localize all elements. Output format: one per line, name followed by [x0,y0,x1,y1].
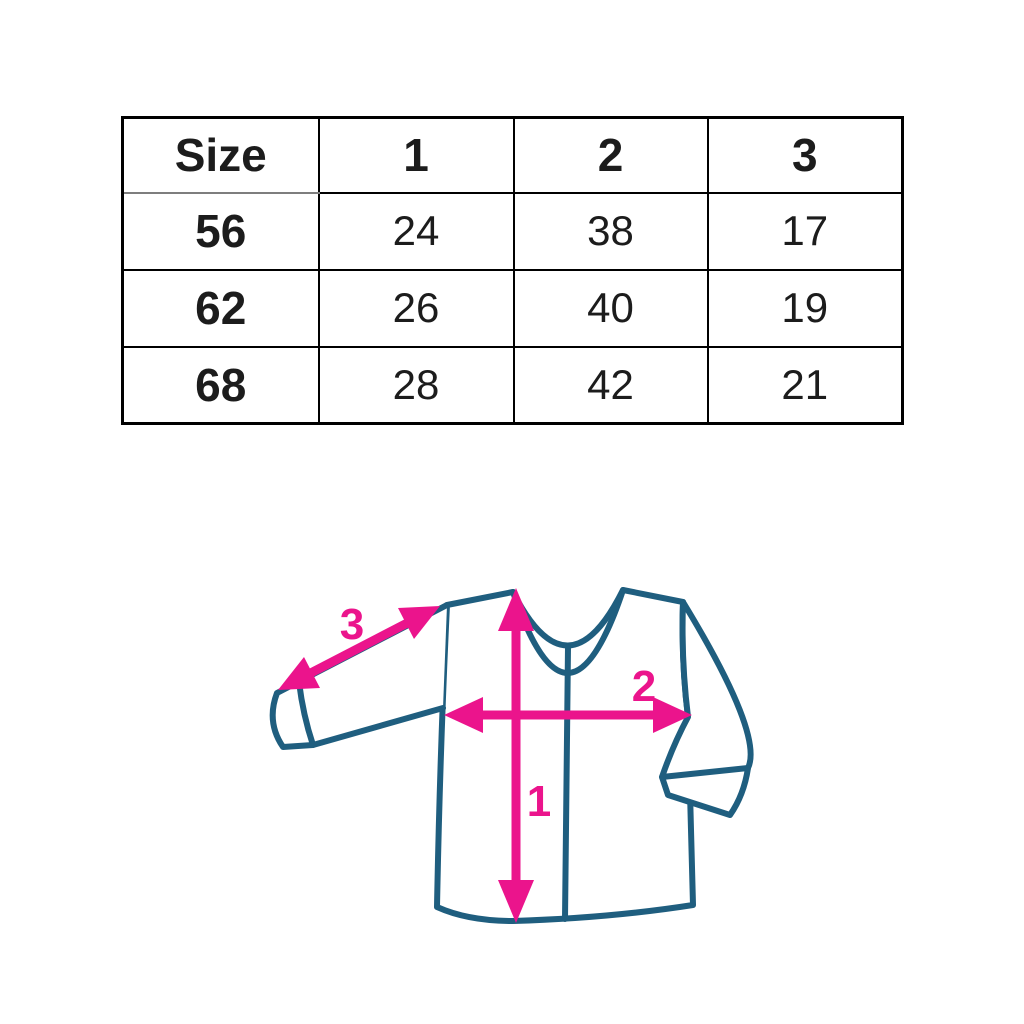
table-row: 68 28 42 21 [121,345,904,425]
arrow-left-head [444,697,483,733]
column-header-3: 3 [706,116,904,194]
column-header-1: 1 [317,116,515,194]
size-row-header: 68 [121,345,320,425]
shirt-left-sleeve-fill [272,605,447,747]
arrow-right-head [653,697,692,733]
shirt-left-sleeve-outline [269,602,450,750]
measurement-arrow-3: 3 [278,600,440,690]
shirt-front-seam [562,644,571,922]
column-header-2: 2 [512,116,709,194]
table-row: 62 26 40 19 [121,268,904,348]
measurement-value-cell: 21 [706,345,904,425]
measurement-value-cell: 42 [512,345,709,425]
measurement-value-cell: 24 [317,191,515,271]
measurement-value-cell: 19 [706,268,904,348]
measurement-arrow-1: 1 [498,588,551,923]
shirt-illustration [269,587,754,924]
arrow-down-head [498,880,534,923]
size-table: Size 1 2 3 56 24 38 17 62 26 40 19 68 28… [121,116,904,425]
table-header-row: Size 1 2 3 [121,116,904,194]
measurement-value-cell: 38 [512,191,709,271]
measurement-value-cell: 28 [317,345,515,425]
shirt-right-sleeve [659,599,754,818]
table-row: 56 24 38 17 [121,191,904,271]
measurement-value-cell: 17 [706,191,904,271]
column-header-size: Size [121,116,320,194]
shirt-right-cuff-line [659,765,751,780]
arrow-lower-head [278,657,320,690]
size-row-header: 62 [121,268,320,348]
arrow-upper-head [398,606,440,639]
arrow-up-head [498,588,534,631]
measurement-value-cell: 40 [512,268,709,348]
measurement-value-cell: 26 [317,268,515,348]
measurement-label-3: 3 [340,600,364,649]
measurement-arrow-2: 2 [444,662,692,733]
size-row-header: 56 [121,191,320,271]
measurement-label-1: 1 [527,777,551,826]
measurement-label-2: 2 [632,662,656,711]
